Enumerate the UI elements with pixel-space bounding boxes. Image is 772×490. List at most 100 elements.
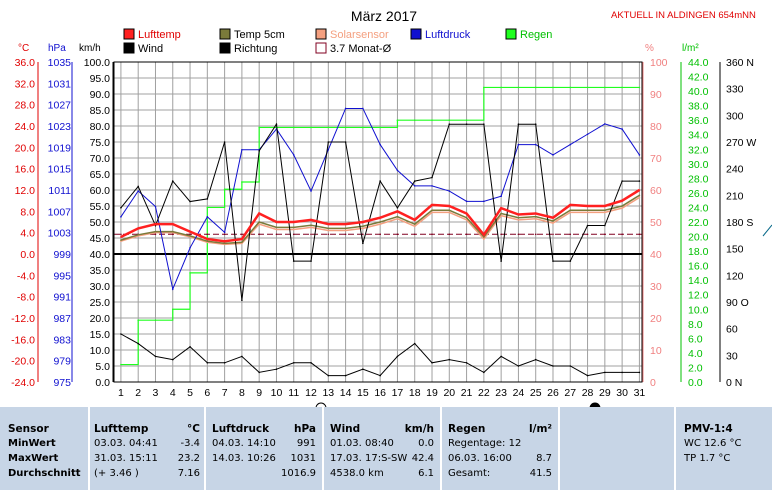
wind-point [413, 342, 416, 345]
kmh-tick-label: 50.0 [90, 217, 111, 229]
regen-header: Regen [448, 423, 486, 435]
hpa-tick-label: 1015 [48, 164, 72, 176]
luftdruck-point [448, 190, 451, 192]
hpa-tick-label: 1003 [48, 228, 72, 240]
legend-swatch-lufttemp [123, 28, 135, 40]
regen-point [241, 181, 243, 183]
x-tick-label: 14 [340, 387, 352, 399]
wind-point [171, 358, 174, 361]
x-tick-label: 18 [409, 387, 421, 399]
x-tick-label: 22 [478, 387, 490, 399]
hpa-tick-label: 1027 [48, 100, 72, 112]
sensor-header: Sensor [8, 423, 49, 435]
lufttemp-point [171, 223, 174, 225]
lufttemp-point [431, 204, 433, 206]
solarsensor-point [413, 225, 416, 228]
x-tick-label: 7 [222, 387, 228, 399]
3-7-monat-point [189, 233, 191, 236]
luftdruck-point [483, 200, 485, 203]
temp-5cm-point [137, 234, 139, 236]
lm2-tick-label: 24.0 [688, 202, 709, 214]
regen-days: Regentage: 12 [448, 438, 522, 449]
3-7-monat-point [586, 233, 589, 236]
station-label: AKTUELL IN ALDINGEN 654mNN [611, 10, 756, 21]
lm2-tick-label: 14.0 [688, 275, 709, 287]
richtung-point [586, 224, 589, 227]
edge-artifact-line [762, 224, 772, 237]
lufttemp-point [120, 236, 122, 238]
wind-point [137, 342, 139, 345]
wind-point [621, 371, 623, 374]
richtung-point [120, 206, 122, 209]
luftdruck-point [154, 205, 157, 208]
wind-point [586, 374, 589, 377]
deg-tick-label: 330 [726, 84, 744, 96]
row-label-avg: Durchschnitt [8, 468, 81, 479]
regen-total-value: 41.5 [529, 468, 552, 479]
lufttemp-point [638, 189, 641, 191]
hpa-tick-label: 979 [53, 356, 71, 368]
lufttemp-point [223, 240, 226, 242]
lufttemp-point [483, 234, 485, 236]
wind-point [258, 371, 260, 374]
lufttemp-max-time: 31.03. 15:11 [94, 453, 158, 464]
wind-avg-value: 6.1 [418, 468, 434, 479]
deg-tick-label: 210 [726, 190, 744, 202]
3-7-monat-point [396, 233, 399, 236]
x-tick-label: 3 [153, 387, 159, 399]
temp-tick-label: -20.0 [11, 356, 35, 368]
lm2-tick-label: 30.0 [688, 159, 709, 171]
luftdruck-point [431, 185, 433, 187]
regen-point [483, 86, 485, 89]
pct-tick-label: 0 [650, 377, 656, 389]
temp-5cm-point [586, 209, 589, 212]
temp-5cm-point [604, 209, 606, 212]
temp-tick-label: 16.0 [15, 164, 36, 176]
luftdruck-min-time: 04.03. 14:10 [212, 438, 276, 449]
luftdruck-min-value: 991 [296, 438, 316, 449]
3-7-monat-point [275, 233, 278, 236]
lufttemp-column: Lufttemp °C 03.03. 04:41 -3.4 31.03. 15:… [90, 407, 204, 490]
3-7-monat-point [638, 233, 641, 236]
3-7-monat-point [171, 233, 174, 236]
luftdruck-max-time: 14.03. 10:26 [212, 453, 276, 464]
luftdruck-point [379, 143, 381, 146]
temp-5cm-point [310, 224, 312, 226]
lufttemp-point [534, 212, 537, 215]
deg-tick-label: 60 [726, 324, 738, 336]
wind-point [206, 362, 209, 364]
temp-tick-label: 24.0 [15, 121, 36, 133]
lufttemp-point [379, 216, 381, 219]
temp-unit-label: °C [18, 43, 29, 54]
solarsensor-point [275, 228, 278, 231]
x-tick-label: 19 [426, 387, 438, 399]
legend-swatch-wind [123, 42, 135, 54]
richtung-point [362, 242, 364, 245]
luftdruck-point [552, 154, 554, 156]
temp-5cm-point [413, 223, 416, 225]
kmh-tick-label: 5.0 [95, 361, 110, 373]
regen-point [604, 86, 606, 89]
wind-header: Wind [330, 423, 361, 435]
wind-point [344, 374, 347, 377]
luftdruck-avg-value: 1016.9 [281, 468, 316, 479]
x-tick-label: 8 [239, 387, 245, 399]
wind-point [448, 358, 451, 361]
wind-point [500, 355, 502, 358]
regen-point [379, 126, 381, 129]
lm2-tick-label: 40.0 [688, 86, 709, 98]
solarsensor-point [344, 229, 347, 232]
x-tick-label: 5 [187, 387, 193, 399]
solarsensor-point [638, 196, 641, 199]
temp-5cm-point [621, 205, 623, 207]
regen-point [206, 206, 209, 209]
lufttemp-max-value: 23.2 [177, 453, 200, 464]
x-tick-label: 20 [443, 387, 455, 399]
luftdruck-point [638, 154, 641, 156]
x-tick-label: 29 [599, 387, 611, 399]
x-tick-label: 26 [547, 387, 559, 399]
luftdruck-point [517, 143, 520, 146]
luftdruck-point [171, 288, 174, 290]
hpa-tick-label: 975 [53, 377, 71, 389]
temp-5cm-point [292, 226, 295, 229]
